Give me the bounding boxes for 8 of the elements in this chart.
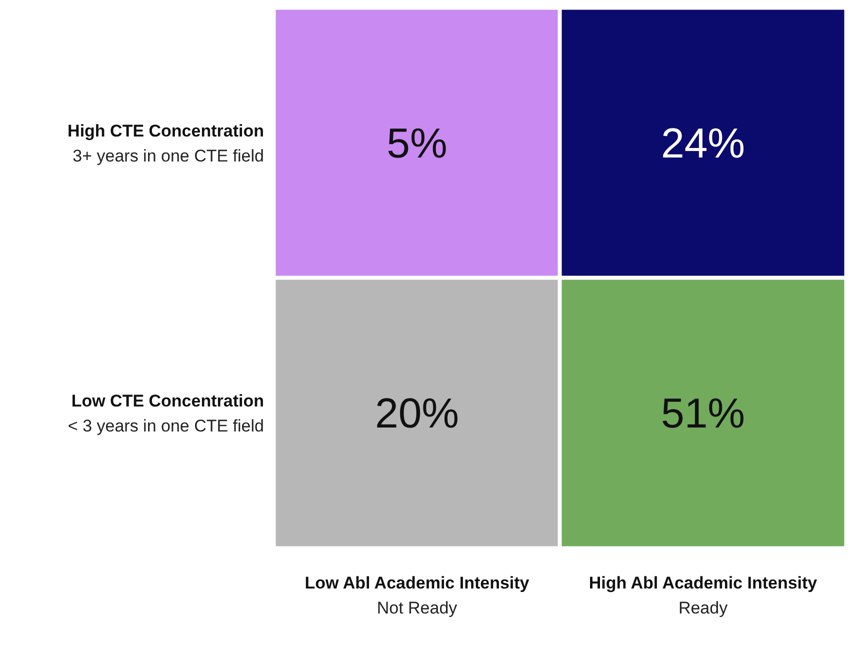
y-tick-label: Low CTE Concentration < 3 years in one CTE field <box>68 392 264 436</box>
data-label: 20% <box>374 390 460 436</box>
data-label: 51% <box>660 390 746 436</box>
y-tick-label: High CTE Concentration 3+ years in one CTE field <box>68 122 264 166</box>
data-label: 24% <box>660 120 746 166</box>
x-tick-label: High Abl Academic Intensity Ready <box>588 574 818 618</box>
x-tick-label: Low Abl Academic Intensity Not Ready <box>304 574 530 618</box>
data-label: 5% <box>386 120 448 166</box>
